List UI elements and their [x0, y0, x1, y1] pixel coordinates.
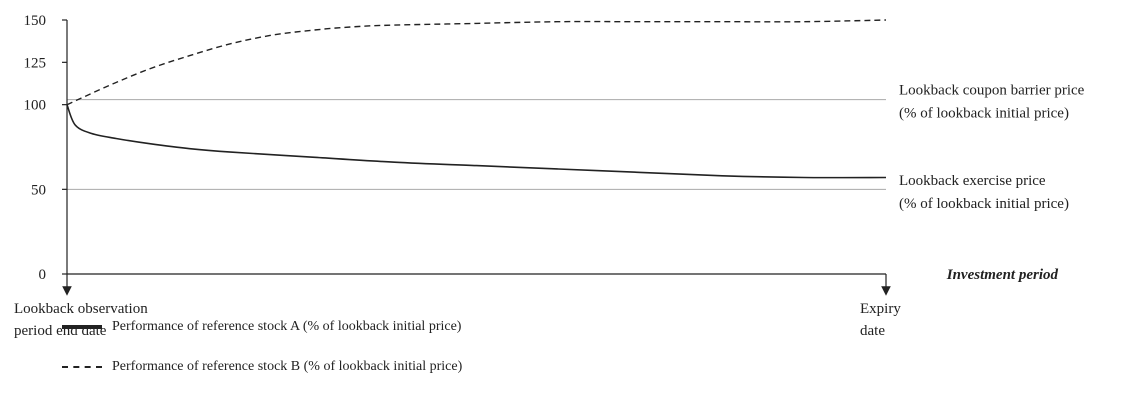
y-tick-label: 150: [24, 13, 47, 29]
y-tick-label: 50: [31, 182, 46, 198]
legend-label-stock-b: Performance of reference stock B (% of l…: [112, 359, 463, 374]
legend-item-stock-a: Performance of reference stock A (% of l…: [62, 319, 461, 335]
series-line-stock-b: [66, 19, 887, 106]
legend-swatch-dashed: [62, 366, 102, 368]
y-tick-label: 0: [39, 267, 47, 283]
x-marker-label: date: [860, 323, 885, 339]
legend-item-stock-b: Performance of reference stock B (% of l…: [62, 359, 462, 375]
end-label: Lookback exercise price: [899, 173, 1046, 189]
reference-line-label: (% of lookback initial price): [899, 106, 1069, 122]
legend-swatch-solid: [62, 325, 102, 329]
y-tick-label: 100: [24, 98, 47, 114]
end-label: (% of lookback initial price): [899, 196, 1069, 212]
x-marker-label: Lookback observation: [14, 301, 148, 317]
y-tick-label: 125: [24, 55, 47, 71]
reference-line-label: Lookback coupon barrier price: [899, 83, 1085, 99]
legend-label-stock-a: Performance of reference stock A (% of l…: [112, 319, 462, 334]
x-axis-label: Investment period: [946, 267, 1059, 283]
series-line-stock-a: [66, 104, 887, 179]
x-marker-label: Expiry: [860, 301, 901, 317]
